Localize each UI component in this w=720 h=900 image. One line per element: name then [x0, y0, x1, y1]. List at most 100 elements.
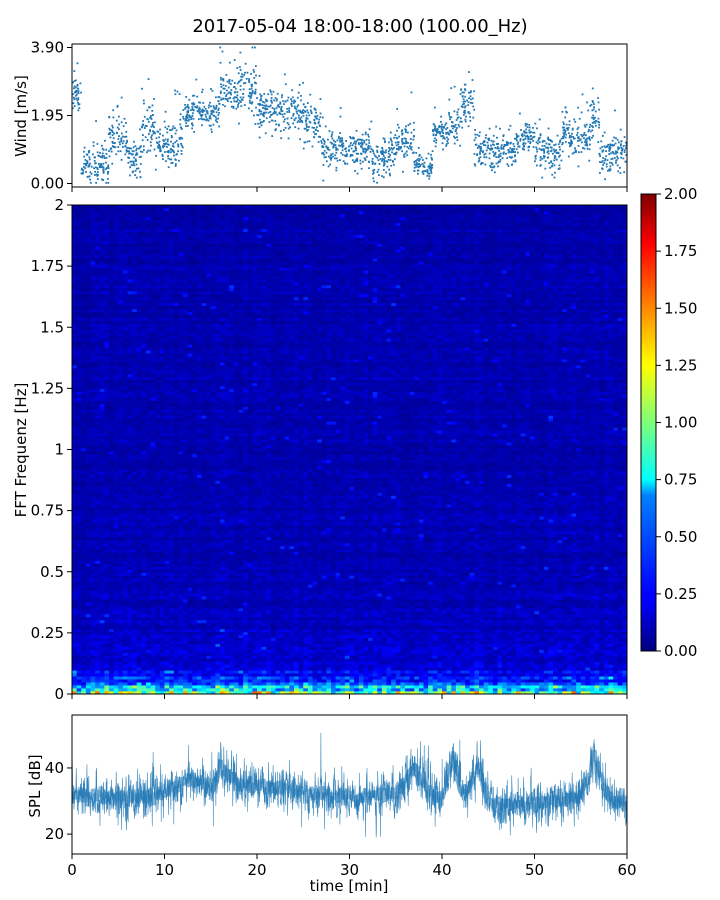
spectrogram-cell: [280, 634, 286, 638]
wind-point: [229, 83, 232, 86]
wind-point: [592, 126, 594, 129]
spectrogram-cell: [599, 649, 605, 653]
spectrogram-cell: [201, 673, 207, 677]
spectrogram-cell: [608, 679, 614, 683]
wind-point: [259, 122, 262, 125]
spectrogram-cell: [243, 667, 249, 671]
wind-point: [177, 145, 180, 148]
wind-point: [157, 130, 160, 133]
wind-point: [217, 100, 220, 102]
wind-point: [230, 100, 233, 103]
spectrogram-cell: [566, 640, 572, 644]
spectrogram-cell: [622, 676, 627, 680]
spectrogram-cell: [104, 640, 110, 644]
spectrogram-cell: [358, 664, 364, 668]
wind-point: [76, 83, 79, 86]
spectrogram-cell: [270, 661, 276, 665]
wind-point: [130, 153, 133, 155]
wind-point: [142, 124, 144, 127]
wind-point: [442, 132, 445, 135]
wind-point: [461, 95, 464, 97]
spectrogram-cell: [270, 637, 276, 641]
spectrogram-cell: [294, 649, 300, 653]
wind-point: [620, 146, 623, 149]
spectrogram-cell: [455, 640, 461, 644]
wind-point: [153, 126, 155, 128]
wind-point: [549, 166, 552, 169]
wind-point: [523, 130, 526, 133]
spectrogram-cell: [109, 652, 115, 656]
spectrogram-cell: [187, 670, 193, 674]
spectrogram-cell: [571, 685, 577, 689]
wind-point: [512, 151, 515, 153]
wind-point: [237, 104, 240, 106]
wind-point: [293, 119, 296, 122]
spectrogram-cell: [169, 691, 175, 694]
spectrogram-cell: [479, 679, 485, 683]
spectrogram-cell: [210, 682, 216, 686]
spectrogram-cell: [307, 676, 313, 680]
spectrogram-cell: [210, 661, 216, 665]
spectrogram-cell: [252, 661, 258, 665]
spectrogram-cell: [460, 676, 466, 680]
wind-point: [163, 142, 165, 145]
wind-point: [391, 160, 394, 162]
wind-point: [499, 158, 502, 161]
spectrogram-cell: [298, 637, 304, 641]
spectrogram-cell: [215, 625, 221, 630]
spectrogram-cell: [224, 655, 230, 659]
wind-point: [550, 161, 552, 164]
spectrogram-cell: [502, 688, 508, 692]
spectrogram-cell: [164, 691, 170, 694]
spectrogram-cell: [122, 670, 128, 674]
spectrogram-cell: [506, 670, 512, 674]
wind-point: [141, 139, 144, 142]
spectrogram-cell: [164, 646, 170, 650]
wind-point: [511, 163, 514, 166]
spectrogram-cell: [594, 685, 600, 689]
spectrogram-cell: [455, 643, 461, 647]
wind-point: [106, 172, 109, 175]
wind-point: [309, 109, 312, 112]
spectrogram-cell: [183, 688, 189, 692]
wind-point: [355, 129, 358, 132]
spectrogram-cell: [460, 649, 466, 653]
wind-point: [433, 124, 436, 127]
wind-point: [212, 105, 215, 107]
spectrogram-cell: [414, 667, 420, 671]
wind-point: [223, 92, 226, 94]
spectrogram-cell: [261, 658, 267, 662]
spectrogram-cell: [506, 685, 512, 689]
wind-point: [402, 142, 405, 145]
wind-point: [237, 102, 240, 105]
wind-point: [221, 98, 224, 100]
spectrogram-cell: [159, 688, 165, 692]
wind-point: [534, 160, 536, 163]
wind-point: [129, 152, 131, 155]
spectrogram-cell: [132, 667, 138, 671]
spectrogram-cell: [594, 688, 600, 692]
wind-point: [86, 160, 89, 163]
spectrogram-cell: [118, 646, 124, 650]
wind-point: [161, 153, 164, 156]
spectrogram-cell: [599, 652, 605, 656]
spectrogram-cell: [196, 625, 202, 630]
wind-point: [388, 168, 391, 171]
spectrogram-cell: [307, 667, 313, 671]
spectrogram-cell: [326, 673, 332, 677]
spectrogram-cell: [85, 646, 91, 650]
spectrogram-cell: [122, 685, 128, 689]
wind-point: [152, 114, 154, 117]
spectrogram-cell: [539, 667, 545, 671]
spectrogram-cell: [363, 676, 369, 680]
spectrogram-cell: [460, 646, 466, 650]
wind-point: [473, 139, 476, 142]
spectrogram-cell: [192, 658, 198, 662]
spectrogram-cell: [307, 652, 313, 656]
spectrogram-cell: [603, 643, 609, 647]
spectrogram-cell: [414, 679, 420, 683]
wind-point: [108, 127, 111, 130]
wind-point: [526, 134, 529, 137]
wind-point: [345, 147, 347, 150]
spectrogram-cell: [405, 667, 411, 671]
